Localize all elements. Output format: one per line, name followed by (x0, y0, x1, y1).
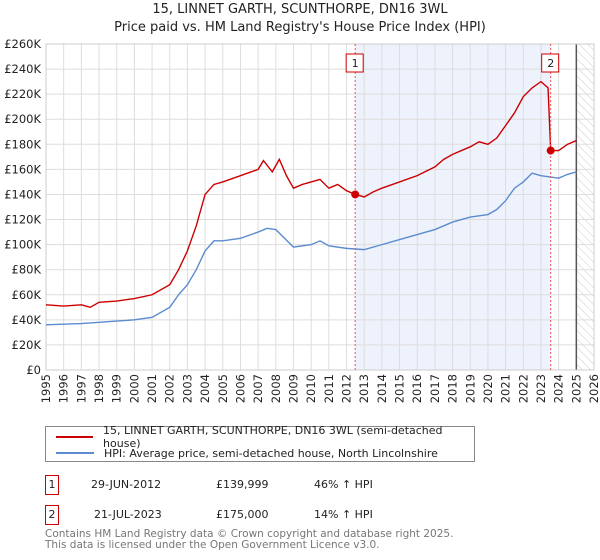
x-tick-label: 2023 (534, 374, 548, 403)
legend-item-hpi: HPI: Average price, semi-detached house,… (56, 446, 438, 460)
sale-marker-box (345, 53, 364, 73)
x-tick-label: 2017 (428, 374, 442, 403)
x-tick-label: 2009 (286, 374, 300, 403)
x-tick-label: 2018 (446, 374, 460, 403)
sale-marker-label: 2 (45, 505, 59, 525)
y-tick-label: £140K (4, 187, 41, 201)
x-tick-label: 2003 (180, 374, 194, 403)
plot-frame (45, 43, 595, 371)
legend-label: HPI: Average price, semi-detached house,… (104, 446, 438, 460)
y-tick-label: £180K (4, 137, 41, 151)
x-tick-label: 2005 (216, 374, 230, 403)
legend-swatch-blue (56, 452, 94, 454)
x-tick-label: 1999 (110, 374, 124, 403)
x-tick-label: 2000 (127, 374, 141, 403)
x-tick-label: 2021 (499, 374, 513, 403)
legend-swatch-red (56, 436, 94, 438)
sale-hpi-diff: 46% ↑ HPI (314, 478, 373, 491)
y-tick-label: £260K (4, 37, 41, 51)
sale-point (546, 146, 555, 155)
sale-point (351, 190, 360, 199)
x-tick-label: 1995 (39, 374, 53, 403)
y-tick-label: £120K (4, 213, 41, 227)
y-tick-label: £20K (12, 338, 42, 352)
x-tick-label: 2008 (269, 374, 283, 403)
y-tick-label: £0 (26, 363, 41, 377)
price-chart: 1995 1996 1997 1998 1999 2000 2001 2002 2003 2004… (4, 37, 600, 403)
legend-label: 15, LINNET GARTH, SCUNTHORPE, DN16 3WL (… (103, 424, 443, 450)
x-tick-label: 2007 (251, 374, 265, 403)
x-tick-label: 2026 (587, 374, 600, 403)
sale-marker-label: 1 (352, 57, 359, 70)
sale-price: £139,999 (216, 478, 269, 491)
footer: Contains HM Land Registry data © Crown c… (45, 529, 453, 551)
x-tick-label: 2024 (552, 374, 566, 403)
future-hatch (576, 44, 594, 370)
property-price-line (45, 80, 577, 309)
x-tick-label: 2014 (375, 374, 389, 403)
footer-line-1: Contains HM Land Registry data © Crown c… (45, 528, 454, 540)
x-tick-label: 2015 (393, 374, 407, 403)
hpi-line (45, 171, 577, 326)
sale-marker-label: 2 (547, 57, 554, 70)
x-tick-label: 2001 (145, 374, 159, 403)
x-tick-label: 2020 (481, 374, 495, 403)
x-tick-label: 2013 (357, 374, 371, 403)
x-tick-label: 2019 (463, 374, 477, 403)
x-tick-label: 1996 (57, 374, 71, 403)
sale-hpi-diff: 14% ↑ HPI (314, 508, 373, 521)
x-tick-label: 2011 (322, 374, 336, 403)
sale-date: 29-JUN-2012 (91, 478, 162, 491)
x-tick-label: 2006 (233, 374, 247, 403)
x-tick-label: 1998 (92, 374, 106, 403)
y-tick-label: £80K (12, 263, 42, 277)
x-tick-label: 2010 (304, 374, 318, 403)
sale-marker-box (541, 53, 560, 73)
y-tick-label: £100K (4, 238, 41, 252)
x-tick-label: 2012 (340, 374, 354, 403)
sale-price: £175,000 (216, 508, 269, 521)
chart-title: 15, LINNET GARTH, SCUNTHORPE, DN16 3WL (152, 2, 448, 17)
chart-subtitle: Price paid vs. HM Land Registry's House … (114, 20, 486, 35)
legend-item-property: 15, LINNET GARTH, SCUNTHORPE, DN16 3WL (… (56, 424, 474, 450)
sale-marker-label: 1 (45, 475, 59, 495)
y-tick-label: £240K (4, 62, 41, 76)
x-tick-label: 2022 (516, 374, 530, 403)
legend: 15, LINNET GARTH, SCUNTHORPE, DN16 3WL (… (45, 424, 475, 462)
x-tick-label: 2025 (569, 374, 583, 403)
y-tick-label: £60K (12, 288, 42, 302)
footer-line-2: This data is licensed under the Open Gov… (45, 539, 380, 551)
y-tick-label: £200K (4, 112, 41, 126)
x-tick-label: 2004 (198, 374, 212, 403)
x-tick-label: 2016 (410, 374, 424, 403)
y-tick-label: £40K (12, 313, 42, 327)
x-tick-label: 1997 (74, 374, 88, 403)
x-tick-label: 2002 (163, 374, 177, 403)
sale-date: 21-JUL-2023 (94, 508, 162, 521)
y-tick-label: £220K (4, 87, 41, 101)
y-tick-label: £160K (4, 162, 41, 176)
